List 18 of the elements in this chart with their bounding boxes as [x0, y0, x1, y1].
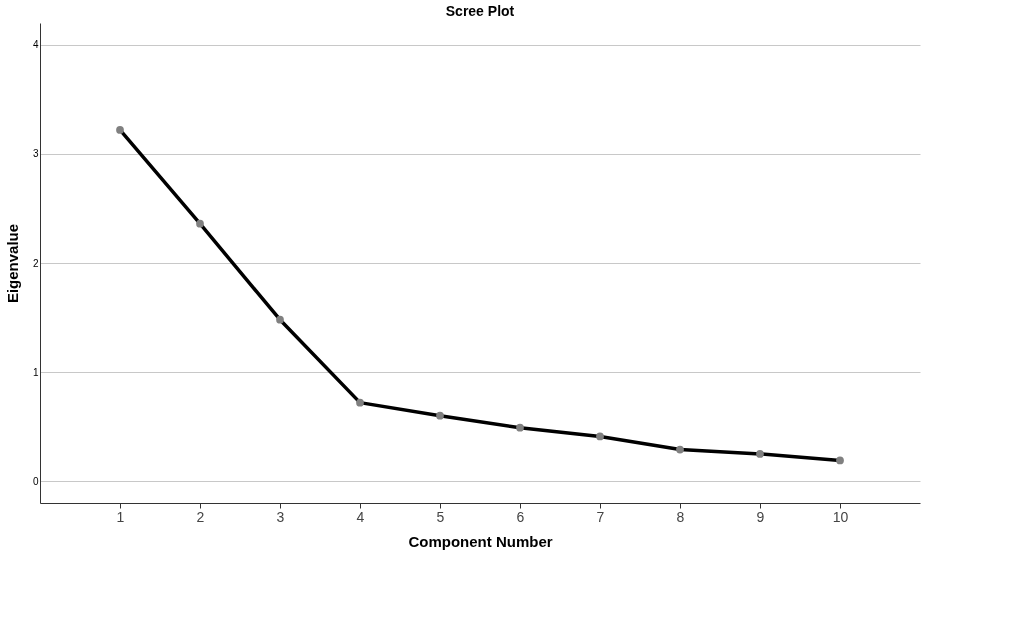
x-tick-label: 8	[676, 508, 685, 525]
x-tick-label: 6	[516, 508, 525, 525]
x-axis-title: Component Number	[408, 532, 553, 550]
y-tick-label: 2	[32, 257, 39, 269]
y-tick-label: 4	[32, 39, 39, 51]
x-tick-label: 7	[596, 508, 605, 525]
chart-title: Scree Plot	[445, 3, 515, 19]
x-tick-label: 4	[356, 508, 365, 525]
x-tick-label: 5	[436, 508, 445, 525]
x-tick-label: 3	[276, 508, 285, 525]
x-tick-label: 9	[756, 508, 765, 525]
y-tick-label: 0	[32, 475, 39, 487]
y-axis-title: Eigenvalue	[3, 223, 21, 304]
x-tick-label: 10	[832, 508, 849, 525]
y-tick-label: 3	[32, 148, 39, 160]
x-tick-label: 2	[196, 508, 205, 525]
x-tick-label: 1	[116, 508, 125, 525]
y-tick-label: 1	[32, 366, 39, 378]
